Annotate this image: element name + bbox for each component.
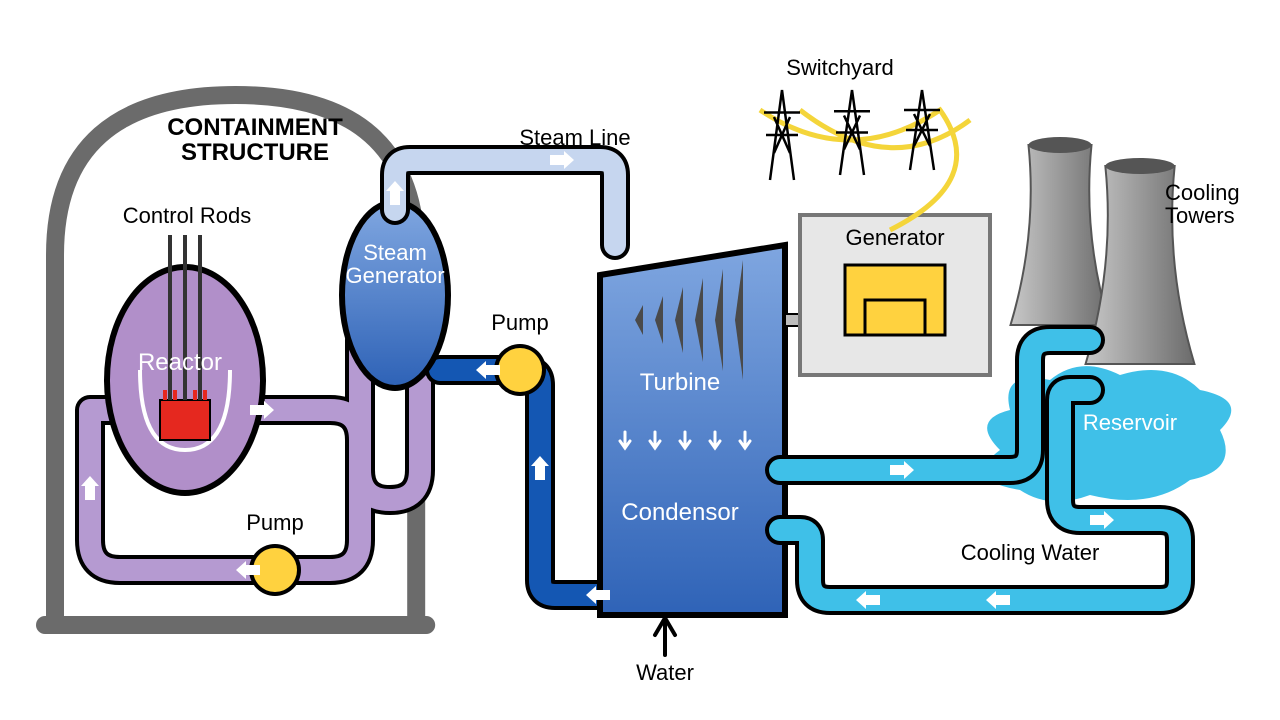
- feedwater-pipe-outer: [440, 370, 615, 595]
- nuclear-plant-diagram: CONTAINMENTSTRUCTURE Control Rods Reactor S…: [0, 0, 1280, 720]
- reservoir-label: Reservoir: [1083, 410, 1177, 435]
- water-label: Water: [636, 660, 694, 685]
- transmission-tower: [904, 90, 940, 170]
- reactor-label: Reactor: [138, 349, 222, 376]
- steam-generator: [345, 205, 445, 385]
- generator-label: Generator: [845, 225, 944, 250]
- pump1-label: Pump: [246, 510, 303, 535]
- condensor-label: Condensor: [621, 499, 738, 526]
- turbine-label: Turbine: [640, 369, 720, 396]
- transmission-tower: [834, 90, 870, 175]
- pump-2: [498, 348, 542, 392]
- turbine-condensor-block: [600, 245, 785, 615]
- pump2-label: Pump: [491, 310, 548, 335]
- control_rods-label: Control Rods: [123, 203, 251, 228]
- cooling_water-label: Cooling Water: [961, 540, 1100, 565]
- steam_line-label: Steam Line: [519, 125, 630, 150]
- flow-arrow: [381, 460, 399, 484]
- transmission-tower: [764, 90, 800, 180]
- switchyard-label: Switchyard: [786, 55, 894, 80]
- water-inlet-arrow: [655, 618, 675, 655]
- containment-label: CONTAINMENTSTRUCTURE: [167, 114, 343, 166]
- cooling_towers-label: CoolingTowers: [1165, 180, 1240, 228]
- reactor-core: [160, 400, 210, 440]
- cooling-tower: [1011, 145, 1110, 325]
